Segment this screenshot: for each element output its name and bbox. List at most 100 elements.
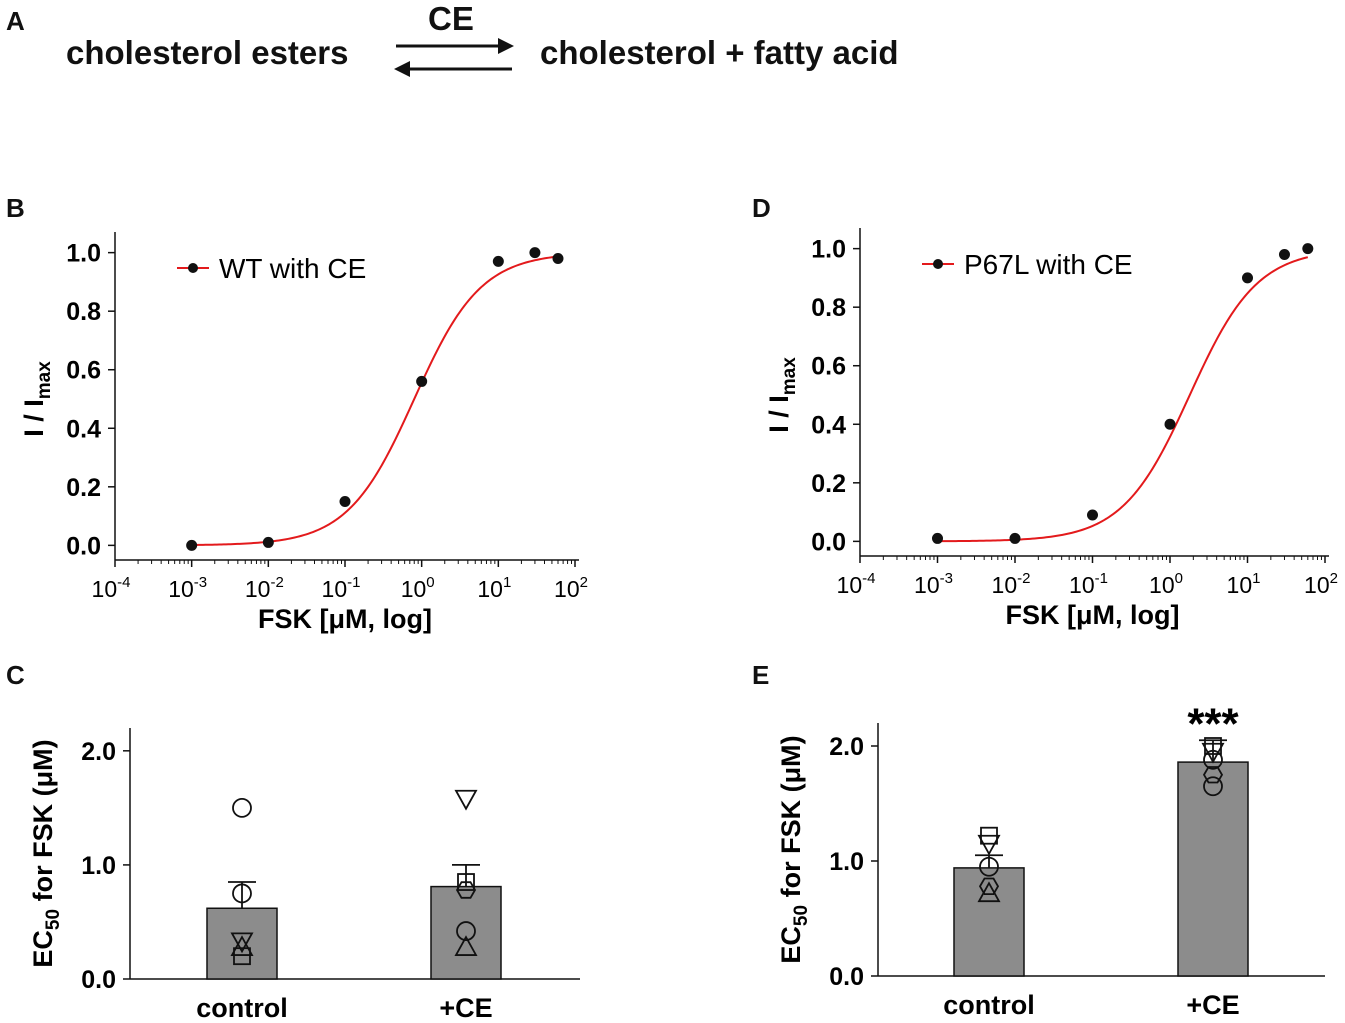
circle-marker — [1203, 749, 1223, 770]
category-label: +CE — [439, 993, 492, 1023]
x-tick-label: 100 — [1149, 570, 1183, 598]
y-tick-label: 2.0 — [81, 738, 116, 766]
bar — [1177, 761, 1249, 977]
x-tick-label: 100 — [401, 574, 435, 602]
y-tick-label: 1.0 — [829, 848, 864, 876]
x-tick-label: 10-3 — [914, 570, 953, 598]
y-tick-label: 0.4 — [811, 411, 846, 439]
category-label: +CE — [1186, 990, 1239, 1020]
bar — [206, 907, 278, 980]
forward-arrow-head — [498, 38, 514, 54]
y-tick-label: 0.8 — [811, 294, 846, 322]
data-point — [1164, 418, 1176, 430]
y-tick-label: 0.0 — [66, 532, 101, 560]
panel-label-d: D — [752, 193, 771, 223]
y-tick-label: 0.2 — [66, 474, 101, 502]
triangle-down-marker — [977, 834, 1001, 856]
y-tick-label: 1.0 — [811, 236, 846, 264]
y-axis-label: EC50 for FSK (μM) — [776, 735, 812, 963]
y-axis-label: EC50 for FSK (μM) — [28, 739, 64, 967]
significance-label: *** — [1187, 699, 1239, 748]
y-tick-label: 2.0 — [829, 733, 864, 761]
x-tick-label: 102 — [1304, 570, 1338, 598]
circle-marker — [1203, 776, 1223, 797]
circle-marker — [456, 921, 476, 941]
panel-label-e: E — [752, 660, 770, 690]
y-tick-label: 0.6 — [66, 357, 101, 385]
fit-curve — [937, 256, 1309, 543]
data-point — [186, 539, 198, 551]
y-tick-label: 0.0 — [829, 963, 864, 991]
y-tick-label: 0.4 — [66, 415, 101, 443]
category-label: control — [943, 990, 1035, 1020]
panel-label-b: B — [6, 193, 25, 223]
y-axis-label: I / Imax — [764, 357, 800, 433]
dose-response-chart-wt: 0.0 0.2 0.4 0.6 0.8 1.0 10-4 10-3 10-2 10-1 100 101… — [19, 232, 588, 634]
legend-marker — [933, 259, 943, 269]
x-tick-label: 10-1 — [1069, 570, 1108, 598]
fit-curve — [191, 255, 559, 546]
circle-marker — [232, 883, 252, 904]
x-tick-label: 10-3 — [168, 574, 207, 602]
legend-label: WT with CE — [219, 253, 366, 284]
data-point — [932, 532, 943, 544]
x-axis-label: FSK [μM, log] — [1006, 600, 1180, 630]
y-tick-label: 0.6 — [811, 353, 846, 381]
y-tick-label: 1.0 — [66, 240, 101, 268]
data-point — [1009, 532, 1021, 544]
y-tick-label: 0.0 — [81, 966, 116, 994]
x-tick-label: 102 — [554, 574, 588, 602]
x-tick-label: 10-2 — [992, 570, 1031, 598]
reaction-scheme: cholesterol esters CE cholesterol + fatt… — [0, 0, 1345, 110]
hexagon-marker — [1202, 766, 1224, 784]
legend-label: P67L with CE — [964, 249, 1133, 280]
data-point — [492, 255, 504, 267]
reversible-arrows — [394, 38, 514, 77]
bar — [953, 867, 1025, 977]
data-point — [339, 495, 351, 507]
ec50-bar-chart-p67l: 0.0 1.0 2.0 EC50 for FSK (μM) control +CE *** — [776, 699, 1325, 1020]
data-point — [1302, 243, 1314, 255]
hexagon-marker — [455, 881, 477, 899]
circle-marker — [232, 797, 252, 818]
category-label: control — [196, 993, 288, 1023]
x-tick-label: 10-1 — [322, 574, 361, 602]
scheme-enzyme-label: CE — [428, 0, 474, 37]
triangle-up-marker — [454, 935, 478, 956]
triangle-up-marker — [977, 881, 1001, 903]
x-tick-label: 10-4 — [92, 574, 131, 602]
data-point — [1242, 272, 1253, 284]
hexagon-marker — [978, 877, 1000, 896]
triangle-up-marker — [230, 935, 254, 956]
dose-response-chart-p67l: 0.0 0.2 0.4 0.6 0.8 1.0 10-4 10-3 10-2 10-1 100 101… — [764, 228, 1338, 630]
circle-marker — [979, 856, 999, 877]
y-tick-label: 0.2 — [811, 470, 846, 498]
ec50-bar-chart-wt: 0.0 1.0 2.0 EC50 for FSK (μM) control +CE — [28, 728, 580, 1023]
x-tick-label: 10-4 — [837, 570, 876, 598]
bar — [430, 885, 502, 980]
y-tick-label: 1.0 — [81, 852, 116, 880]
data-point — [1087, 509, 1098, 521]
x-tick-label: 10-2 — [245, 574, 284, 602]
legend-marker — [188, 263, 198, 273]
data-point — [529, 247, 541, 259]
square-marker — [457, 873, 475, 891]
y-tick-label: 0.0 — [811, 528, 846, 556]
reverse-arrow-head — [394, 61, 410, 77]
y-axis-label: I / Imax — [19, 361, 55, 437]
data-point — [416, 375, 428, 387]
data-point — [1278, 248, 1290, 260]
triangle-down-marker — [454, 789, 478, 811]
scheme-product: cholesterol + fatty acid — [540, 34, 899, 71]
x-tick-label: 101 — [477, 574, 511, 602]
panel-label-c: C — [6, 660, 25, 690]
y-tick-label: 0.8 — [66, 298, 101, 326]
scheme-reactant: cholesterol esters — [66, 34, 349, 71]
square-marker — [233, 947, 251, 966]
panel-label-a: A — [6, 6, 25, 36]
data-point — [262, 536, 274, 548]
x-axis-label: FSK [μM, log] — [258, 604, 432, 634]
triangle-down-marker — [230, 932, 254, 954]
x-tick-label: 101 — [1227, 570, 1261, 598]
data-point — [552, 252, 564, 264]
